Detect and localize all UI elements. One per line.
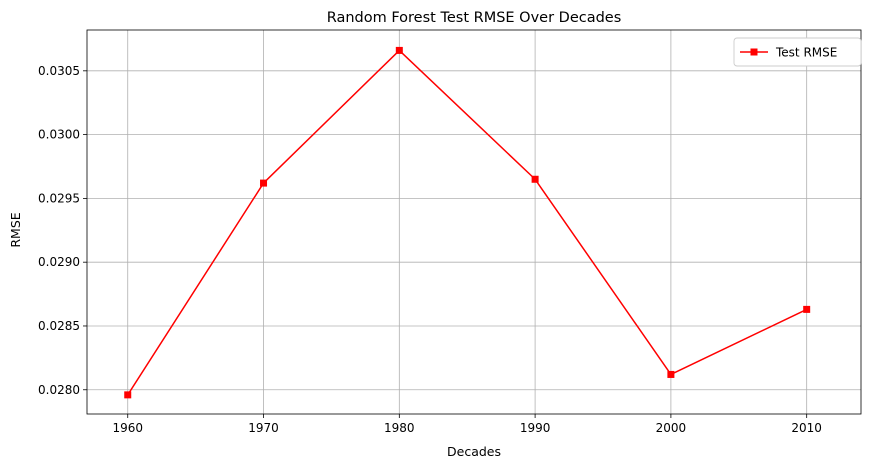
legend-label: Test RMSE [775, 46, 837, 60]
x-tick-label: 1960 [112, 421, 143, 435]
x-axis-label: Decades [447, 444, 501, 459]
x-axis-ticks: 1960 1970 1980 1990 2000 2010 [112, 414, 822, 435]
y-tick-label: 0.0285 [38, 319, 80, 333]
chart-title: Random Forest Test RMSE Over Decades [327, 10, 622, 26]
series-line [127, 49, 808, 396]
x-tick-label: 1970 [248, 421, 279, 435]
x-tick-label: 2000 [656, 421, 687, 435]
data-point-marker [124, 391, 132, 399]
data-point-marker [803, 305, 811, 313]
legend-marker [750, 48, 758, 56]
x-tick-label: 2010 [791, 421, 822, 435]
legend-box [733, 37, 862, 67]
data-point-marker [667, 370, 675, 378]
plot-frame [86, 29, 862, 415]
legend: Test RMSE [733, 37, 862, 67]
data-point-marker [260, 179, 268, 187]
y-axis-label: RMSE [8, 212, 23, 247]
x-tick-label: 1980 [384, 421, 415, 435]
y-tick-label: 0.0290 [38, 255, 80, 269]
data-point-marker [531, 175, 539, 183]
series-group [124, 46, 811, 399]
x-tick-label: 1990 [520, 421, 551, 435]
y-tick-label: 0.0295 [38, 191, 80, 205]
data-point-marker [395, 46, 403, 54]
grid [87, 30, 861, 414]
y-tick-label: 0.0280 [38, 383, 80, 397]
y-tick-label: 0.0300 [38, 128, 80, 142]
y-axis-ticks: 0.0280 0.0285 0.0290 0.0295 0.0300 0.0305 [38, 64, 87, 397]
y-tick-label: 0.0305 [38, 64, 80, 78]
